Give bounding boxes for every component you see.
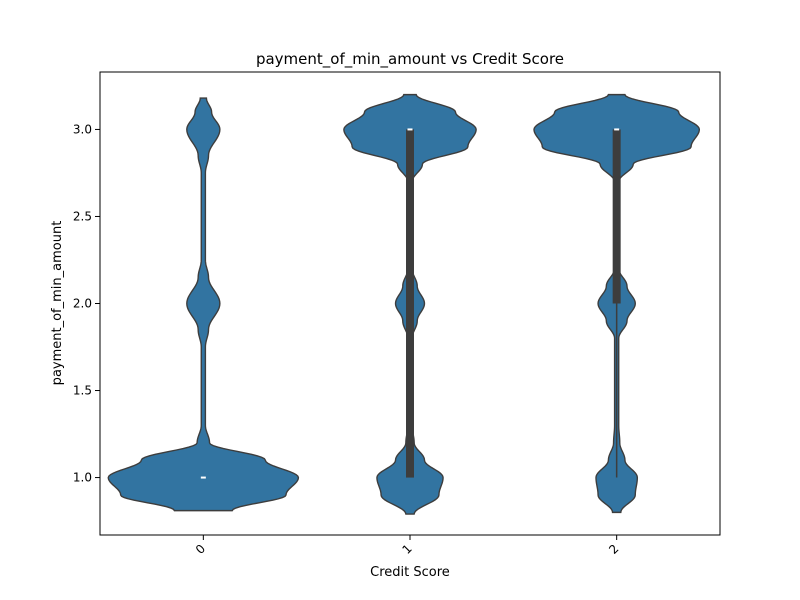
y-tick-label: 2.0 [73,297,92,311]
violin-1-iqr-box [406,129,414,478]
x-axis-label: Credit Score [370,565,450,580]
chart-title: payment_of_min_amount vs Credit Score [256,50,564,69]
violins-layer [107,93,701,515]
y-tick-label: 2.5 [73,209,92,223]
violin-2-iqr-box [612,129,621,304]
y-axis-label: payment_of_min_amount [50,221,65,386]
y-tick-label: 1.5 [73,384,92,398]
violin-0 [107,97,300,512]
y-tick-label: 3.0 [73,122,92,136]
y-tick-label: 1.0 [73,471,92,485]
y-axis: 1.0 1.5 2.0 2.5 3.0 [73,122,100,485]
